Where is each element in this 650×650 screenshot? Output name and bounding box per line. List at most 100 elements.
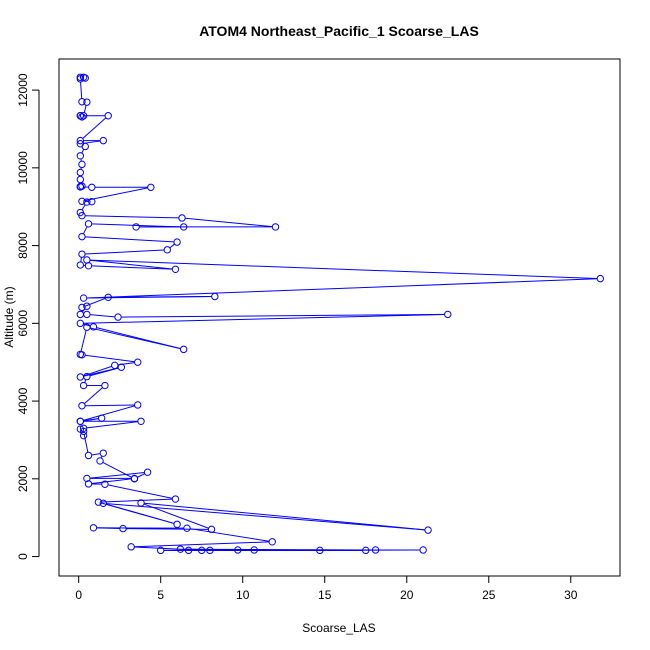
series-segment: [85, 404, 135, 407]
data-point: [79, 112, 88, 120]
series-segment: [91, 223, 181, 228]
data-point: [171, 265, 180, 273]
series-segment: [85, 187, 148, 202]
data-point: [130, 474, 139, 483]
data-point: [596, 274, 605, 283]
series-segment: [85, 354, 135, 363]
data-point: [83, 198, 91, 206]
data-point: [171, 495, 180, 503]
data-point: [316, 546, 324, 555]
data-point: [76, 136, 85, 145]
data-point: [419, 546, 427, 554]
data-point: [183, 524, 191, 532]
series-segment: [190, 528, 270, 542]
data-point: [79, 427, 88, 436]
x-tick-label: 20: [400, 588, 414, 602]
series-segment: [82, 117, 107, 139]
series-segment: [80, 81, 83, 99]
data-point: [83, 256, 91, 264]
data-point: [78, 232, 86, 241]
y-tick-label: 4000: [16, 387, 30, 414]
data-point: [79, 424, 88, 432]
data-point: [132, 223, 140, 231]
series-segment: [80, 257, 82, 262]
series-segment: [101, 498, 173, 503]
series-segment: [81, 149, 85, 154]
data-point: [250, 546, 258, 554]
data-point: [76, 152, 85, 160]
series-segment: [143, 503, 209, 529]
data-point: [134, 358, 142, 366]
data-point: [76, 261, 85, 269]
data-point: [78, 250, 86, 258]
series-segment: [85, 236, 174, 243]
data-point: [83, 98, 91, 106]
data-point: [101, 480, 109, 488]
data-point: [78, 402, 86, 410]
series-segment: [83, 434, 89, 453]
data-point: [84, 451, 93, 460]
y-axis-label: Altitude (m): [2, 286, 16, 347]
data-point: [78, 211, 86, 220]
data-point: [76, 183, 85, 191]
series-segment: [169, 243, 175, 249]
y-tick-label: 10000: [16, 151, 30, 185]
data-point: [76, 417, 85, 425]
data-point: [179, 345, 188, 354]
data-point: [78, 160, 86, 169]
data-point: [119, 524, 127, 533]
series-segment: [90, 472, 145, 479]
data-point: [76, 112, 85, 120]
series-segment: [89, 367, 119, 377]
series-segment: [107, 484, 173, 499]
data-point: [114, 313, 122, 321]
data-point: [111, 361, 119, 370]
data-point: [134, 401, 142, 409]
data-point: [117, 363, 126, 371]
series-segment: [83, 405, 135, 421]
data-point: [147, 183, 155, 191]
data-point: [83, 310, 91, 319]
data-point: [163, 246, 171, 254]
series-segment: [91, 478, 132, 484]
data-point: [143, 468, 152, 476]
data-point: [78, 351, 86, 359]
data-point: [83, 474, 91, 483]
series-segment: [83, 313, 445, 324]
data-point: [157, 546, 165, 555]
series-segment: [111, 296, 212, 298]
data-point: [96, 457, 104, 465]
data-point: [207, 525, 216, 534]
data-point: [211, 292, 219, 301]
data-point: [268, 538, 276, 546]
data-point: [88, 197, 96, 206]
series-segment: [185, 217, 273, 228]
data-point: [234, 546, 242, 554]
data-point: [83, 302, 91, 310]
data-point: [362, 546, 370, 555]
data-point: [78, 303, 86, 312]
series-segment: [84, 297, 106, 307]
data-point: [99, 499, 107, 508]
data-point: [104, 293, 112, 301]
series-segment: [102, 461, 132, 478]
y-tick-label: 6000: [16, 310, 30, 337]
data-point: [206, 546, 214, 555]
series-segment: [82, 226, 88, 235]
series-segment: [81, 204, 86, 211]
data-point: [371, 546, 380, 554]
data-point: [179, 223, 188, 231]
series-segment: [121, 313, 445, 318]
data-point: [89, 524, 98, 532]
series-segment: [91, 453, 101, 456]
chart-title: ATOM4 Northeast_Pacific_1 Scoarse_LAS: [199, 23, 479, 39]
data-point: [444, 310, 452, 319]
data-point: [78, 197, 86, 205]
data-point: [76, 319, 85, 328]
series-segment: [90, 314, 115, 318]
series-segment: [80, 330, 87, 352]
data-point: [97, 414, 106, 422]
data-point: [79, 294, 88, 302]
